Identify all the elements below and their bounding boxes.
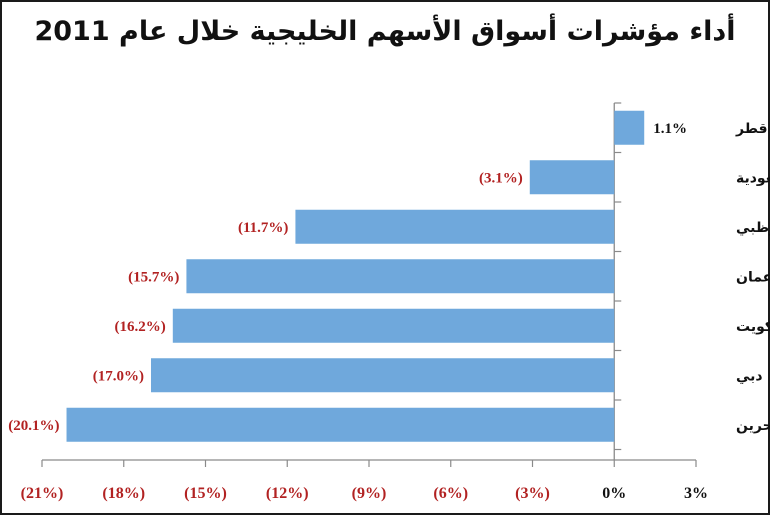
category-label: البحرين [736, 418, 770, 434]
x-tick-label: (6%) [433, 485, 468, 502]
value-label: (17.0%) [93, 368, 144, 384]
value-label: (3.1%) [479, 170, 523, 186]
value-label: (16.2%) [115, 319, 166, 335]
bar-0 [614, 110, 645, 145]
chart-title: أداء مؤشرات أسواق الأسهم الخليجية خلال ع… [34, 16, 736, 47]
category-label: قطر [735, 121, 768, 137]
value-label: (11.7%) [238, 220, 288, 236]
value-label: (20.1%) [8, 418, 59, 434]
value-label: (15.7%) [128, 269, 179, 285]
category-label: دبي [736, 368, 763, 384]
bar-2 [295, 209, 615, 244]
category-label: أبوظبي [736, 218, 770, 236]
category-label: الكويت [736, 319, 770, 335]
bar-5 [151, 358, 615, 393]
bar-4 [172, 308, 615, 343]
bar-3 [186, 259, 615, 294]
x-tick-label: (12%) [266, 485, 309, 502]
x-tick-label: (9%) [352, 485, 387, 502]
x-tick-label: 0% [602, 485, 626, 502]
x-tick-label: (3%) [515, 485, 550, 502]
category-label: عمان [736, 269, 770, 285]
category-label: السعودية [736, 170, 770, 186]
x-tick-label: (21%) [21, 485, 64, 502]
x-tick-label: (18%) [102, 485, 145, 502]
bar-1 [529, 160, 615, 195]
x-tick-label: 3% [684, 485, 708, 502]
value-label: 1.1% [653, 121, 687, 137]
x-tick-label: (15%) [184, 485, 227, 502]
bar-6 [66, 407, 615, 442]
